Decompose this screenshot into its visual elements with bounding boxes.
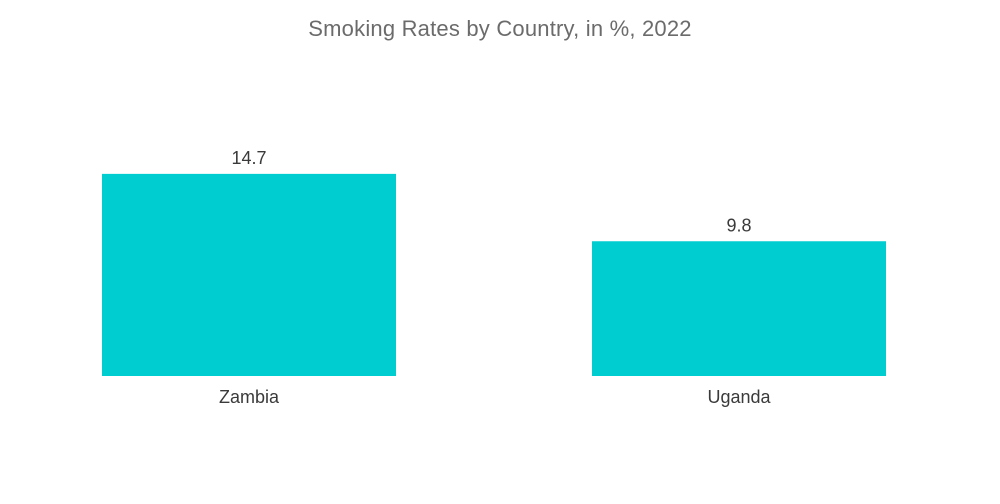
bar-zambia	[102, 173, 396, 376]
value-label-uganda: 9.8	[726, 215, 751, 235]
bars-group	[102, 173, 886, 376]
value-label-zambia: 14.7	[231, 148, 266, 168]
bar-uganda	[592, 241, 886, 376]
value-labels-group: 14.7 9.8	[231, 148, 751, 235]
category-labels-group: Zambia Uganda	[219, 387, 772, 407]
chart-title: Smoking Rates by Country, in %, 2022	[308, 16, 692, 41]
category-label-uganda: Uganda	[707, 387, 771, 407]
category-label-zambia: Zambia	[219, 387, 280, 407]
